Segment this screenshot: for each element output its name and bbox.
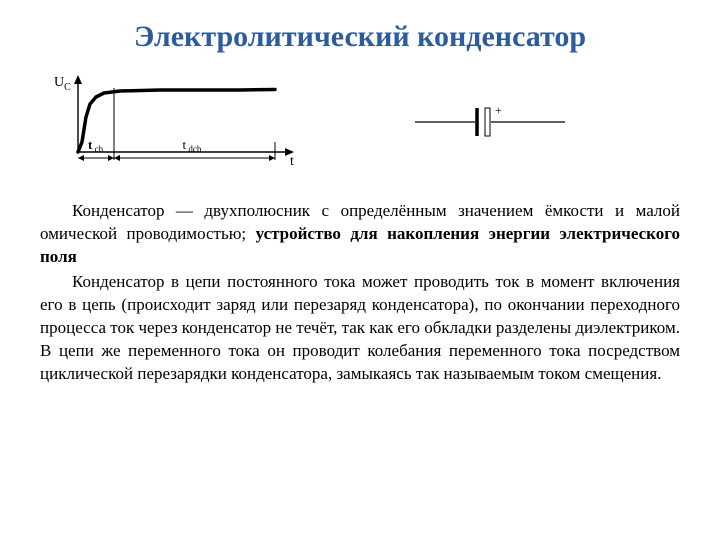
slide: Электролитический конденсатор UC t t ch t d…: [0, 0, 720, 540]
body-text: Конденсатор — двухполюсник с определённы…: [40, 200, 680, 386]
capacitor-symbol: +: [300, 102, 680, 142]
svg-text:t dch: t dch: [183, 137, 202, 154]
paragraph-2: Конденсатор в цепи постоянного тока може…: [40, 271, 680, 386]
figure-row: UC t t ch t dch +: [40, 72, 680, 172]
svg-text:t: t: [290, 154, 294, 167]
svg-text:UC: UC: [54, 75, 71, 93]
paragraph-1: Конденсатор — двухполюсник с определённы…: [40, 200, 680, 269]
svg-text:t ch: t ch: [88, 137, 104, 154]
svg-text:+: +: [495, 103, 502, 117]
charge-curve-chart: UC t t ch t dch: [40, 72, 300, 172]
chart-svg: UC t t ch t dch: [40, 72, 300, 167]
page-title: Электролитический конденсатор: [40, 20, 680, 54]
symbol-svg: +: [415, 102, 565, 142]
